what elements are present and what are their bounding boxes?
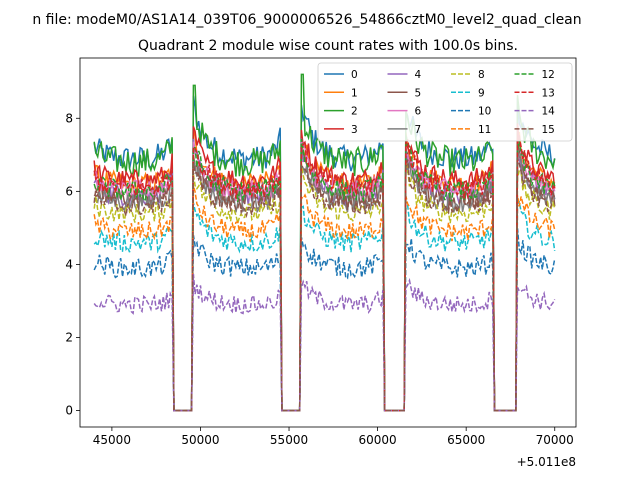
- series-layer: [93, 73, 556, 412]
- series-line-11: [93, 185, 556, 412]
- y-tick-label: 0: [65, 404, 73, 418]
- legend-label-3: 3: [351, 124, 358, 136]
- legend-label-6: 6: [415, 106, 422, 118]
- series-line-8: [93, 162, 556, 412]
- x-tick-label: 45000: [93, 433, 131, 447]
- legend-label-2: 2: [351, 106, 358, 118]
- x-tick-label: 70000: [536, 433, 574, 447]
- x-tick-label: 50000: [181, 433, 219, 447]
- x-axis-ticks: 45000 50000 55000 60000 65000 70000: [93, 427, 574, 447]
- x-axis-offset-label: +5.011e8: [517, 455, 576, 469]
- series-line-14: [93, 273, 556, 412]
- series-line-2: [93, 73, 556, 412]
- legend-label-7: 7: [415, 124, 422, 136]
- x-tick-label: 55000: [270, 433, 308, 447]
- series-line-13: [93, 134, 556, 412]
- y-tick-label: 6: [65, 184, 73, 198]
- legend-label-13: 13: [542, 87, 555, 99]
- legend-label-1: 1: [351, 87, 358, 99]
- chart-title: Quadrant 2 module wise count rates with …: [138, 38, 518, 54]
- series-line-15: [93, 157, 556, 412]
- axes-frame: [79, 57, 577, 428]
- legend-box: [317, 62, 573, 142]
- figure-suptitle: n file: modeM0/AS1A14_039T06_9000006526_…: [32, 12, 581, 28]
- legend-label-12: 12: [542, 69, 555, 81]
- legend-label-5: 5: [415, 87, 422, 99]
- series-line-7: [93, 148, 556, 412]
- legend-label-8: 8: [478, 69, 485, 81]
- legend-label-0: 0: [351, 69, 358, 81]
- y-tick-label: 2: [65, 330, 73, 344]
- series-line-10: [93, 228, 556, 412]
- y-tick-label: 4: [65, 257, 73, 271]
- y-axis-ticks: 0 2 4 6 8: [65, 111, 80, 418]
- legend-label-14: 14: [542, 106, 556, 118]
- legend-label-9: 9: [478, 87, 485, 99]
- legend-label-10: 10: [478, 106, 491, 118]
- legend-label-15: 15: [542, 124, 555, 136]
- series-line-9: [93, 200, 556, 412]
- y-tick-label: 8: [65, 111, 73, 125]
- legend-label-11: 11: [478, 124, 491, 136]
- x-tick-label: 65000: [447, 433, 485, 447]
- legend-label-4: 4: [415, 69, 422, 81]
- x-tick-label: 60000: [359, 433, 397, 447]
